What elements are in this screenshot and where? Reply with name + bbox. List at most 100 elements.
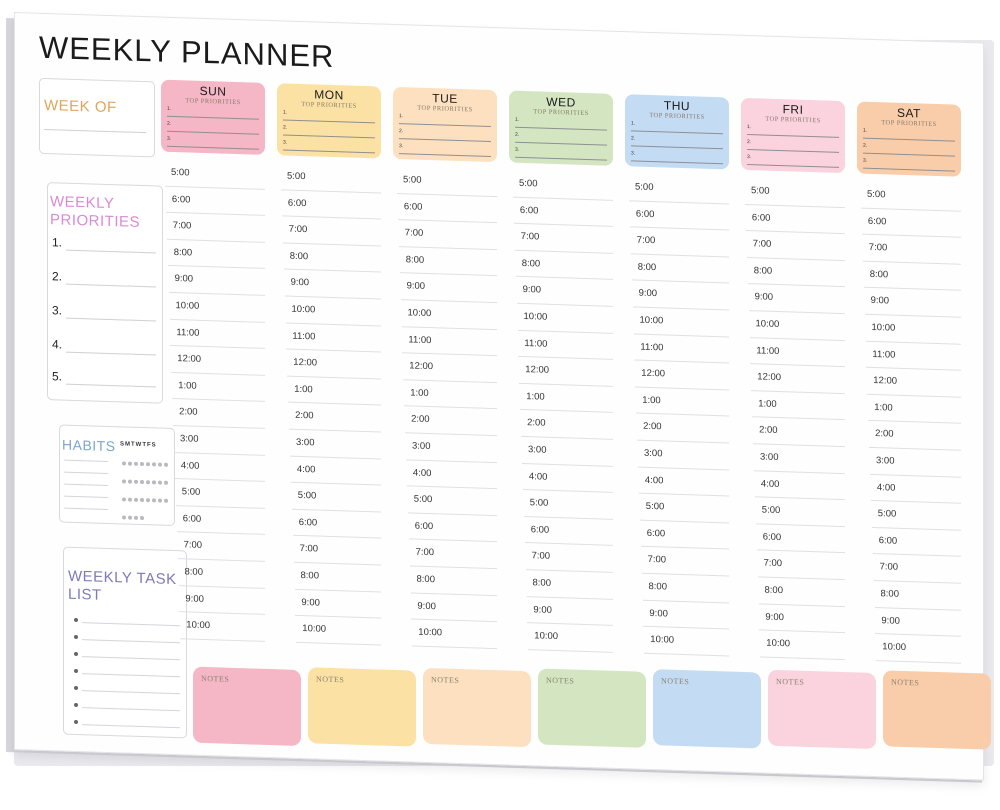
priority-line[interactable]: 2. (631, 135, 723, 150)
time-slot[interactable]: 5:00 (165, 159, 265, 190)
time-slot[interactable]: 10:00 (285, 296, 381, 327)
time-slot[interactable]: 1:00 (404, 380, 497, 410)
priority-line[interactable]: 3. (863, 157, 955, 172)
time-slot[interactable]: 8:00 (642, 573, 729, 603)
time-slot[interactable]: 8:00 (178, 559, 265, 589)
time-slot[interactable]: 2:00 (637, 413, 729, 444)
time-slot[interactable]: 3:00 (522, 436, 613, 467)
habit-check-dot[interactable] (128, 461, 132, 466)
time-slot[interactable]: 9:00 (516, 277, 613, 307)
time-slot[interactable]: 5:00 (745, 177, 845, 208)
time-slot[interactable]: 6:00 (176, 505, 265, 536)
time-slot[interactable]: 8:00 (863, 261, 961, 292)
habit-line[interactable] (64, 471, 108, 474)
time-slot[interactable]: 7:00 (177, 532, 265, 562)
time-slot[interactable]: 4:00 (406, 459, 497, 490)
notes-box-sun[interactable]: NOTES (193, 666, 301, 747)
habit-check-dot[interactable] (134, 461, 138, 466)
time-slot[interactable]: 7:00 (746, 231, 845, 261)
time-slot[interactable]: 1:00 (520, 383, 613, 414)
time-slot[interactable]: 8:00 (167, 239, 265, 270)
priority-line[interactable]: 3. (515, 146, 607, 161)
time-slot[interactable]: 12:00 (751, 364, 845, 394)
time-slot[interactable]: 10:00 (412, 619, 497, 649)
habit-check-dot[interactable] (146, 480, 150, 485)
time-slot[interactable]: 8:00 (515, 250, 613, 281)
time-slot[interactable]: 10:00 (876, 634, 961, 664)
habit-check-dot[interactable] (152, 480, 156, 485)
priority-line[interactable] (66, 351, 156, 356)
time-slot[interactable]: 7:00 (293, 536, 381, 566)
habit-line[interactable] (64, 483, 108, 486)
time-slot[interactable]: 9:00 (643, 600, 729, 630)
priority-line[interactable]: 1. (747, 124, 839, 138)
time-slot[interactable]: 8:00 (283, 243, 381, 273)
time-slot[interactable]: 11:00 (634, 334, 729, 364)
time-slot[interactable]: 8:00 (294, 562, 381, 593)
time-slot[interactable]: 11:00 (750, 337, 845, 368)
notes-box-wed[interactable]: NOTES (538, 668, 646, 748)
time-slot[interactable]: 6:00 (629, 200, 729, 231)
time-slot[interactable]: 9:00 (400, 273, 497, 304)
time-slot[interactable]: 9:00 (759, 603, 845, 634)
priority-line[interactable] (66, 249, 156, 254)
time-slot[interactable]: 2:00 (173, 399, 265, 429)
habit-check-dot[interactable] (128, 479, 132, 484)
priority-line[interactable]: 2. (747, 139, 839, 153)
notes-box-tue[interactable]: NOTES (423, 667, 531, 748)
priority-line[interactable]: 3. (167, 135, 259, 150)
time-slot[interactable]: 5:00 (639, 493, 729, 524)
time-slot[interactable]: 10:00 (180, 612, 265, 642)
time-slot[interactable]: 11:00 (286, 323, 381, 353)
time-slot[interactable]: 7:00 (398, 220, 497, 250)
time-slot[interactable]: 6:00 (281, 190, 381, 220)
time-slot[interactable]: 12:00 (519, 357, 613, 387)
habit-check-dot[interactable] (134, 479, 138, 484)
priority-line[interactable]: 2. (399, 128, 491, 142)
time-slot[interactable]: 10:00 (401, 300, 497, 330)
time-slot[interactable]: 10:00 (749, 311, 845, 341)
task-line[interactable] (82, 707, 180, 712)
habit-check-dot[interactable] (152, 462, 156, 467)
time-slot[interactable]: 10:00 (760, 630, 845, 660)
time-slot[interactable]: 7:00 (641, 547, 729, 577)
time-slot[interactable]: 11:00 (866, 341, 961, 371)
priority-line[interactable]: 1. (167, 105, 259, 120)
time-slot[interactable]: 6:00 (408, 513, 497, 543)
time-slot[interactable]: 5:00 (523, 490, 613, 520)
time-slot[interactable]: 9:00 (179, 585, 265, 615)
habit-check-dot[interactable] (128, 497, 132, 502)
habit-check-dot[interactable] (146, 462, 150, 467)
time-slot[interactable]: 6:00 (745, 204, 845, 235)
priority-line[interactable] (66, 283, 156, 288)
time-slot[interactable]: 7:00 (514, 223, 613, 254)
priority-line[interactable]: 3. (399, 143, 491, 157)
priority-line[interactable]: 1. (283, 109, 375, 124)
task-line[interactable] (82, 690, 180, 695)
time-slot[interactable]: 1:00 (868, 394, 961, 425)
habit-line[interactable] (64, 507, 108, 510)
priority-line[interactable]: 3. (631, 150, 723, 165)
priority-line[interactable]: 2. (283, 124, 375, 139)
priority-line[interactable]: 3. (283, 139, 375, 154)
task-line[interactable] (82, 656, 180, 661)
time-slot[interactable]: 3:00 (754, 444, 845, 474)
time-slot[interactable]: 12:00 (171, 346, 265, 376)
time-slot[interactable]: 8:00 (399, 246, 497, 277)
time-slot[interactable]: 8:00 (758, 577, 845, 607)
priority-line[interactable]: 1. (863, 127, 955, 142)
time-slot[interactable]: 6:00 (513, 197, 613, 228)
priority-line[interactable]: 2. (863, 142, 955, 157)
time-slot[interactable]: 9:00 (748, 284, 845, 315)
time-slot[interactable]: 3:00 (290, 429, 381, 460)
time-slot[interactable]: 6:00 (640, 520, 729, 550)
time-slot[interactable]: 9:00 (527, 596, 613, 626)
time-slot[interactable]: 2:00 (753, 417, 845, 448)
time-slot[interactable]: 10:00 (528, 623, 613, 653)
time-slot[interactable]: 9:00 (875, 607, 961, 637)
time-slot[interactable]: 2:00 (521, 410, 613, 440)
time-slot[interactable]: 7:00 (525, 543, 613, 573)
habit-check-dot[interactable] (122, 515, 126, 520)
habit-check-dot[interactable] (146, 498, 150, 503)
time-slot[interactable]: 4:00 (754, 470, 845, 501)
